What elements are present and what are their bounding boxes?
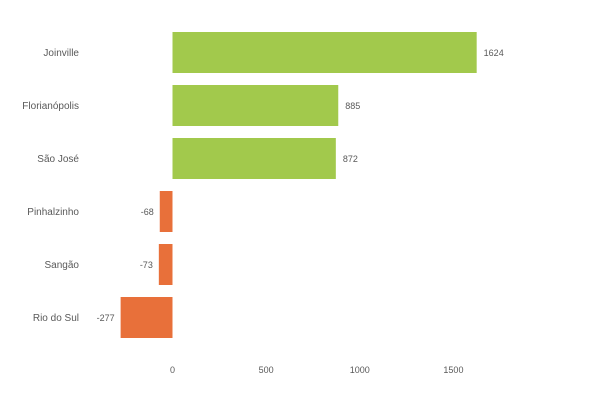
value-label: -277: [97, 313, 115, 323]
bar-1: [172, 85, 339, 126]
category-label: Florianópolis: [22, 101, 79, 112]
bar-4: [158, 244, 173, 285]
value-label: 1624: [484, 48, 504, 58]
bar-3: [159, 191, 173, 232]
bar-0: [172, 32, 477, 73]
bar-5: [120, 297, 173, 338]
value-labels: 1624 885 872 -68 -73 -277: [97, 48, 504, 323]
category-label: São José: [37, 154, 79, 165]
category-label: Pinhalzinho: [27, 207, 79, 218]
value-label: 872: [343, 154, 358, 164]
category-label: Sangão: [45, 260, 80, 271]
bars-layer: [120, 32, 477, 338]
x-tick-label: 1500: [443, 365, 463, 375]
category-label: Joinville: [43, 48, 79, 59]
x-tick-label: 500: [259, 365, 274, 375]
value-label: -73: [140, 260, 153, 270]
bar-2: [172, 138, 336, 179]
category-labels: Joinville Florianópolis São José Pinhalzinh…: [22, 48, 79, 324]
x-tick-label: 1000: [350, 365, 370, 375]
x-axis-ticks: 0 500 1000 1500: [170, 365, 463, 375]
category-label: Rio do Sul: [33, 313, 79, 324]
value-label: -68: [141, 207, 154, 217]
x-tick-label: 0: [170, 365, 175, 375]
value-label: 885: [345, 101, 360, 111]
